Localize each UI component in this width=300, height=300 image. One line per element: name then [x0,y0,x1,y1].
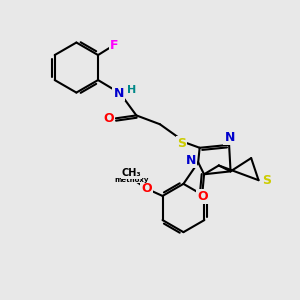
Text: H: H [127,85,136,95]
Text: S: S [262,174,271,187]
Text: O: O [141,182,152,195]
Text: O: O [197,190,208,203]
Text: CH₃: CH₃ [122,168,141,178]
Text: N: N [186,154,196,167]
Text: N: N [113,87,124,100]
Text: methoxy: methoxy [114,177,149,183]
Text: S: S [178,137,187,150]
Text: N: N [224,131,235,144]
Text: O: O [103,112,114,125]
Text: F: F [110,39,118,52]
